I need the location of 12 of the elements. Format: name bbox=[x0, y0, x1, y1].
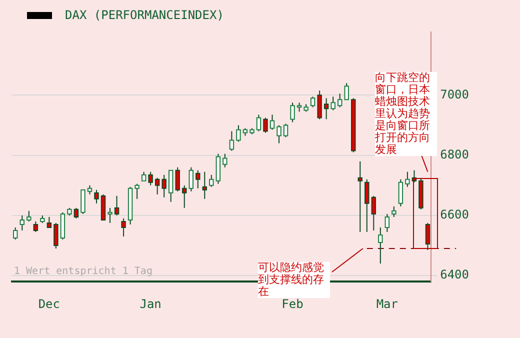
y-tick-label: 6400 bbox=[440, 268, 470, 282]
ref-line-label: 可以隐约感觉到支撑线的存在 bbox=[258, 261, 330, 298]
y-tick-label: 7000 bbox=[440, 87, 470, 102]
x-tick-label: Jan bbox=[140, 296, 162, 311]
y-tick-label: 6600 bbox=[440, 208, 470, 222]
annotation: 1 Wert entspricht 1 Tag bbox=[14, 266, 154, 278]
x-tick-label: Dec bbox=[38, 296, 60, 311]
x-tick-label: Mar bbox=[376, 296, 398, 311]
x-tick-label: Feb bbox=[282, 296, 304, 311]
y-tick-label: 6800 bbox=[440, 147, 470, 162]
chart-title: DAX (PERFORMANCEINDEX) bbox=[65, 8, 224, 22]
annotation: 向下跳空的窗口，日本蜡烛图技术里认为趋势是向窗口所打开的方向发展 bbox=[375, 71, 437, 156]
